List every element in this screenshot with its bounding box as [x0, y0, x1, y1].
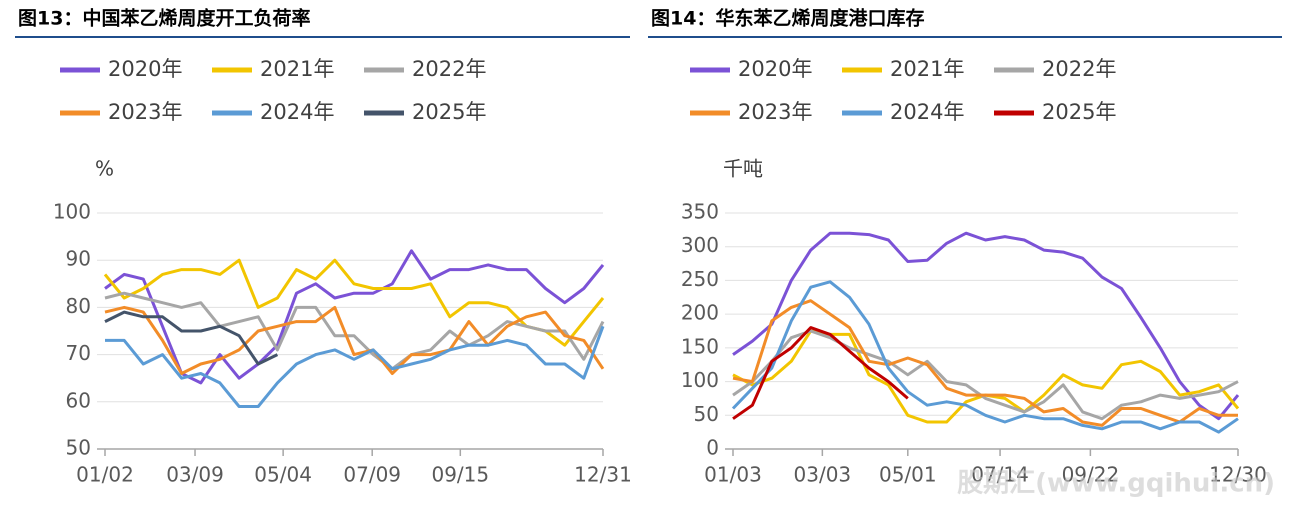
series-line [104, 310, 279, 366]
x-tick-label: 12/30 [1209, 463, 1267, 487]
y-tick-label: 50 [694, 402, 719, 426]
legend-label: 2024年 [890, 100, 964, 124]
legend-label: 2020年 [738, 57, 812, 81]
x-tick-label: 05/01 [879, 463, 937, 487]
x-tick-label: 05/04 [254, 463, 312, 487]
series-line [105, 325, 605, 408]
y-tick-label: 100 [681, 368, 719, 392]
legend-label: 2021年 [890, 57, 964, 81]
x-tick-label: 07/14 [971, 463, 1029, 487]
watermark: 股期汇(www.gqihui.cn) [957, 469, 1275, 499]
series-line [732, 231, 1240, 421]
y-tick-label: 300 [681, 233, 719, 257]
legend-label: 2025年 [412, 100, 486, 124]
y-tick-label: 50 [66, 436, 91, 460]
x-tick-label: 01/03 [704, 463, 762, 487]
x-tick-label: 07/09 [343, 463, 401, 487]
y-axis-unit: 千吨 [723, 157, 763, 181]
y-tick-label: 150 [681, 334, 719, 358]
chart-title: 图13：中国苯乙烯周度开工负荷率 [18, 7, 310, 30]
y-tick-label: 70 [66, 341, 91, 365]
series-line [104, 305, 605, 375]
x-tick-label: 03/09 [166, 463, 224, 487]
series-line [732, 299, 1238, 427]
series-line [104, 291, 605, 371]
series-line [732, 329, 1240, 424]
legend-label: 2023年 [108, 100, 182, 124]
x-tick-label: 09/22 [1062, 463, 1120, 487]
y-tick-label: 100 [53, 200, 91, 224]
legend-label: 2024年 [260, 100, 334, 124]
y-tick-label: 350 [681, 200, 719, 224]
legend-label: 2022年 [1042, 57, 1116, 81]
x-tick-label: 09/15 [431, 463, 489, 487]
series-line [732, 326, 909, 420]
legend-label: 2025年 [1042, 100, 1116, 124]
legend-label: 2020年 [108, 57, 182, 81]
x-tick-label: 01/02 [76, 463, 134, 487]
series-line [732, 329, 1239, 421]
chart-title: 图14：华东苯乙烯周度港口库存 [651, 7, 924, 30]
legend-label: 2021年 [260, 57, 334, 81]
y-tick-label: 250 [681, 267, 719, 291]
y-tick-label: 90 [66, 247, 91, 271]
y-tick-label: 80 [66, 294, 91, 318]
series-line [731, 280, 1239, 434]
x-tick-label: 12/31 [574, 463, 632, 487]
x-tick-label: 03/03 [794, 463, 852, 487]
legend-label: 2023年 [738, 100, 812, 124]
y-axis-unit: % [95, 157, 114, 181]
y-tick-label: 60 [66, 388, 91, 412]
y-tick-label: 200 [681, 301, 719, 325]
y-tick-label: 0 [706, 436, 719, 460]
legend-label: 2022年 [412, 57, 486, 81]
